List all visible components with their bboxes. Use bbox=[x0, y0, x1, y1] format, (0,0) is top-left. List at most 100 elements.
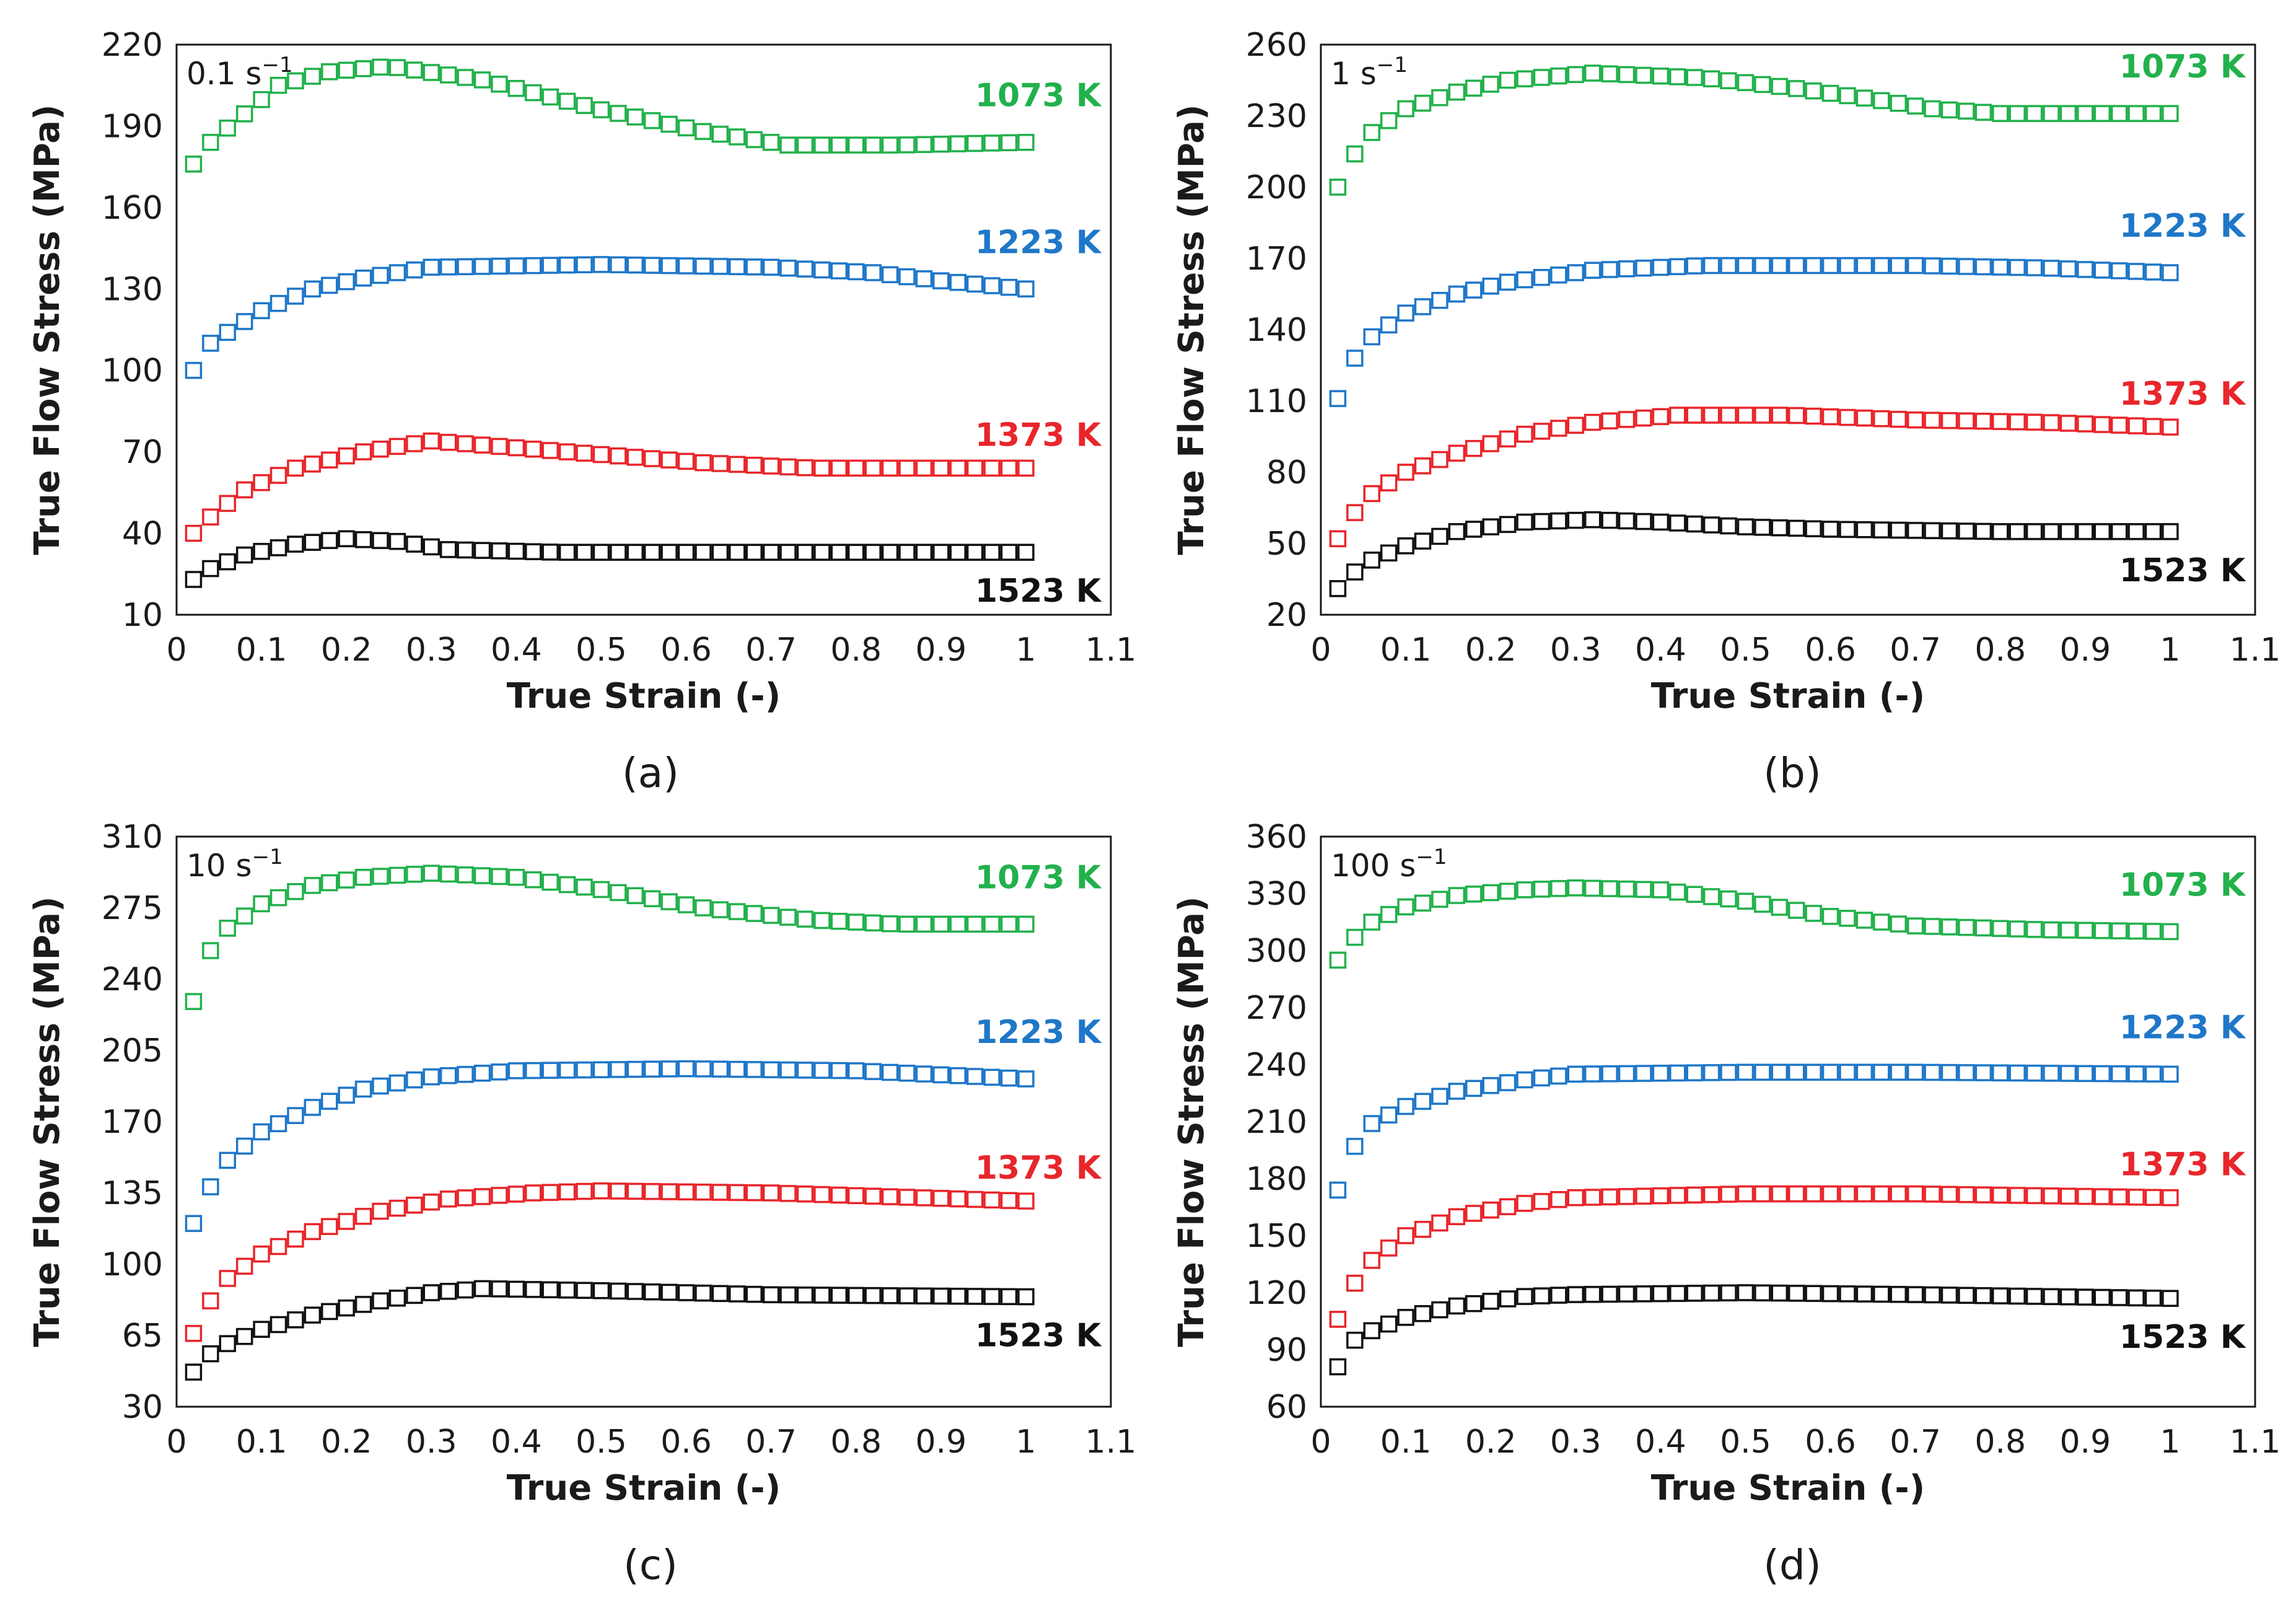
data-point bbox=[1329, 951, 1347, 969]
data-point bbox=[253, 543, 270, 560]
data-point bbox=[1346, 1331, 1364, 1349]
data-point bbox=[1329, 390, 1347, 407]
data-point bbox=[966, 1068, 984, 1085]
data-point bbox=[423, 1194, 440, 1211]
data-point bbox=[949, 135, 966, 152]
data-point bbox=[491, 868, 508, 886]
data-point bbox=[694, 454, 712, 472]
data-point bbox=[2110, 1188, 2128, 1206]
data-point bbox=[729, 543, 746, 561]
data-point bbox=[2059, 260, 2077, 278]
y-tick-label: 50 bbox=[1266, 526, 1307, 563]
data-point bbox=[711, 1184, 729, 1201]
y-axis-title: True Flow Stress (MPa) bbox=[27, 896, 68, 1347]
data-point bbox=[1465, 281, 1483, 299]
data-point bbox=[915, 543, 933, 561]
data-point bbox=[1991, 1186, 2009, 1204]
data-point bbox=[2009, 258, 2026, 276]
data-point bbox=[406, 1287, 423, 1304]
data-point bbox=[2009, 1187, 2026, 1204]
x-axis-title: True Strain (-) bbox=[507, 1468, 781, 1508]
data-point bbox=[1839, 87, 1856, 105]
x-tick-label: 0.2 bbox=[321, 1423, 372, 1461]
data-point bbox=[576, 256, 593, 274]
data-point bbox=[2093, 262, 2111, 279]
data-point bbox=[1890, 94, 1907, 112]
data-point bbox=[2110, 105, 2128, 122]
data-point bbox=[185, 571, 203, 588]
data-point bbox=[1856, 257, 1873, 275]
data-point bbox=[813, 1185, 831, 1203]
data-point bbox=[1567, 511, 1585, 529]
data-point bbox=[1839, 521, 1856, 539]
data-point bbox=[677, 452, 695, 470]
series-label: 1223 K bbox=[975, 1014, 1102, 1051]
data-point bbox=[1448, 523, 1466, 540]
data-point bbox=[1856, 912, 1873, 929]
data-point bbox=[1771, 1185, 1789, 1203]
data-point bbox=[2110, 1065, 2128, 1083]
data-point bbox=[932, 1287, 950, 1305]
data-point bbox=[1465, 1205, 1483, 1222]
data-point bbox=[457, 69, 474, 86]
data-point bbox=[1669, 258, 1686, 276]
data-point bbox=[2110, 922, 2128, 939]
series-1223-k bbox=[1329, 1063, 2179, 1199]
data-point bbox=[1991, 1287, 2009, 1304]
data-point bbox=[1346, 504, 1364, 521]
series-1523-k bbox=[185, 1280, 1035, 1381]
data-point bbox=[1329, 1311, 1347, 1328]
data-point bbox=[1567, 416, 1585, 434]
data-point bbox=[235, 1137, 253, 1155]
data-point bbox=[1380, 1239, 1398, 1257]
data-point bbox=[1550, 880, 1567, 897]
data-point bbox=[1601, 1188, 1618, 1206]
data-point bbox=[185, 1215, 203, 1233]
data-point bbox=[185, 1363, 203, 1381]
x-tick-label: 0.9 bbox=[2059, 1423, 2111, 1461]
data-point bbox=[1873, 1063, 1890, 1081]
data-point bbox=[729, 1285, 746, 1303]
data-point bbox=[1702, 1064, 1720, 1081]
data-point bbox=[1856, 521, 1873, 539]
data-point bbox=[949, 1287, 966, 1305]
data-point bbox=[1431, 1088, 1448, 1105]
data-point bbox=[2127, 417, 2145, 434]
data-point bbox=[1533, 268, 1551, 286]
data-point bbox=[745, 131, 763, 149]
x-tick-label: 1.1 bbox=[1085, 631, 1137, 669]
data-point bbox=[626, 449, 644, 466]
data-point bbox=[1363, 913, 1381, 931]
data-point bbox=[253, 1321, 270, 1338]
data-point bbox=[1805, 520, 1822, 537]
y-tick-label: 330 bbox=[1246, 876, 1307, 913]
y-tick-label: 40 bbox=[122, 516, 163, 553]
series-1373-k bbox=[1329, 1185, 2179, 1328]
data-point bbox=[864, 1063, 882, 1080]
data-point bbox=[626, 256, 644, 274]
data-point bbox=[1448, 285, 1466, 303]
data-point bbox=[949, 543, 966, 561]
data-point bbox=[983, 1191, 1001, 1209]
data-point bbox=[864, 459, 882, 477]
data-point bbox=[269, 76, 287, 94]
data-point bbox=[338, 273, 355, 291]
data-point bbox=[932, 135, 950, 153]
data-point bbox=[2093, 1288, 2111, 1306]
strain-rate-label: 100 s−1 bbox=[1331, 845, 1447, 884]
data-point bbox=[796, 260, 814, 278]
data-point bbox=[1584, 879, 1602, 897]
x-tick-label: 0.3 bbox=[1550, 631, 1602, 669]
data-point bbox=[1601, 880, 1618, 897]
data-point bbox=[881, 1287, 899, 1304]
x-tick-label: 0.1 bbox=[236, 631, 287, 669]
data-point bbox=[1017, 133, 1035, 151]
data-point bbox=[1890, 915, 1907, 933]
data-point bbox=[1856, 409, 1873, 427]
data-point bbox=[202, 942, 219, 959]
plot-frame bbox=[175, 43, 1112, 616]
data-point bbox=[1346, 1274, 1364, 1292]
data-point bbox=[1618, 1285, 1636, 1303]
data-point bbox=[898, 459, 916, 477]
data-point bbox=[1499, 430, 1517, 448]
